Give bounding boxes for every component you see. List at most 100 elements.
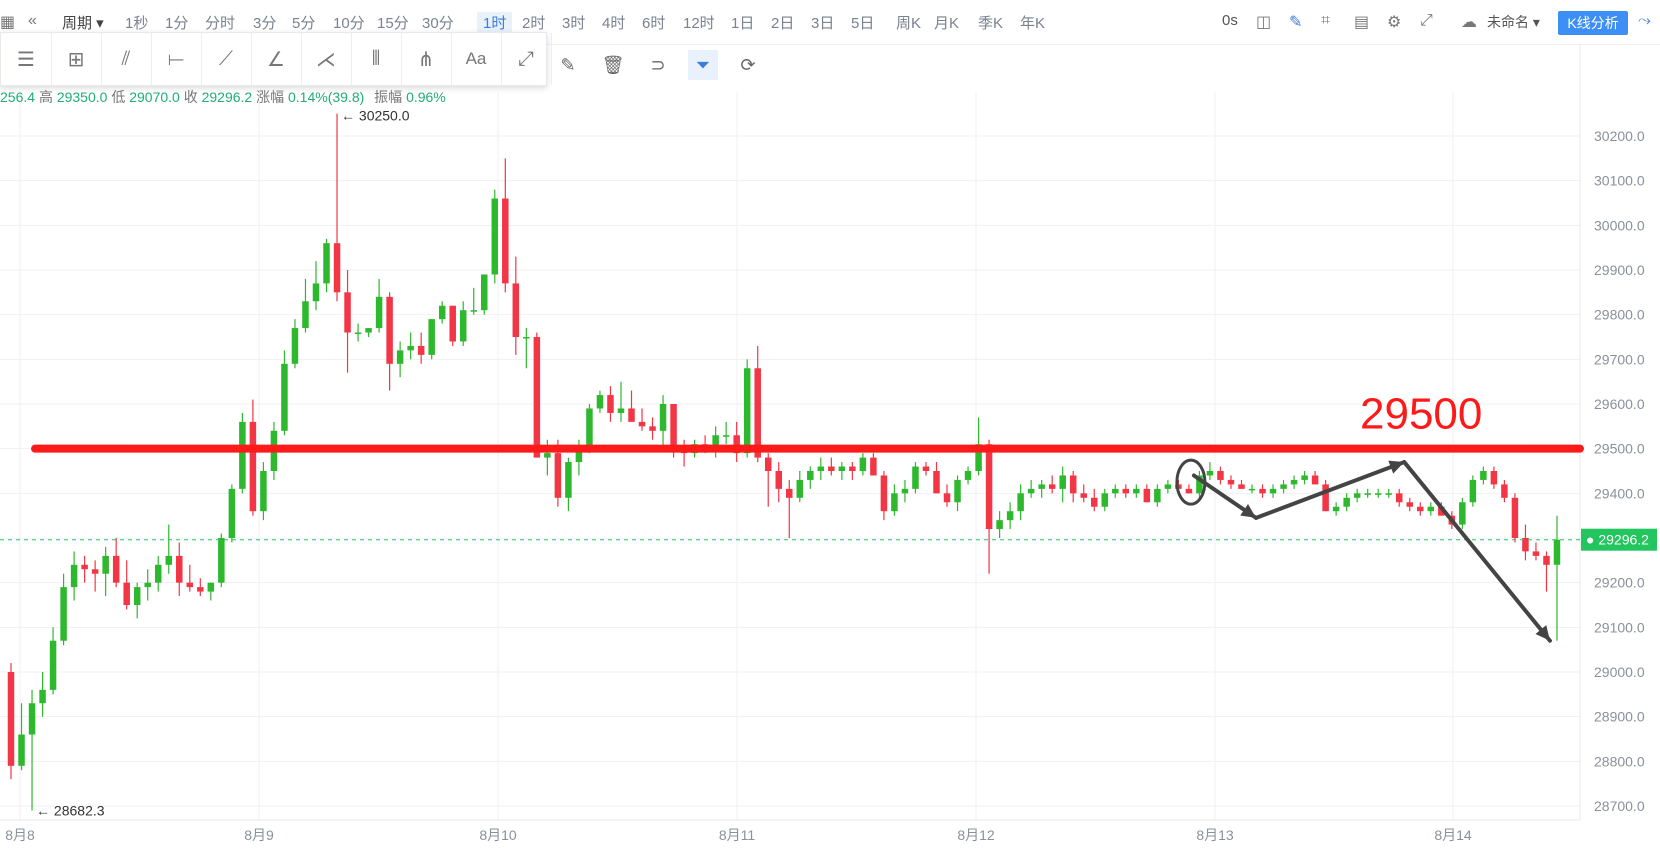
candle bbox=[144, 569, 151, 601]
candle bbox=[417, 332, 425, 364]
y-tick-label: 29600.0 bbox=[1594, 396, 1645, 412]
candle bbox=[985, 439, 993, 574]
candle bbox=[1353, 488, 1361, 503]
period-label: 周期 bbox=[62, 15, 93, 32]
up-arrow-head bbox=[1388, 460, 1405, 474]
timeframe-3日[interactable]: 3日 bbox=[811, 15, 835, 32]
candle bbox=[565, 457, 572, 512]
timeframe-2日[interactable]: 2日 bbox=[771, 15, 795, 32]
candle bbox=[996, 511, 1003, 538]
candle bbox=[1101, 488, 1109, 512]
candle bbox=[312, 261, 320, 311]
timeframe-15分[interactable]: 15分 bbox=[377, 15, 409, 32]
delete-icon[interactable]: 🗑 bbox=[601, 54, 625, 75]
candle bbox=[470, 287, 477, 315]
candle bbox=[786, 479, 793, 538]
candle bbox=[1143, 484, 1151, 503]
timeframe-1时[interactable]: 1时 bbox=[477, 12, 513, 33]
candle bbox=[1374, 488, 1382, 498]
timeframe-12时[interactable]: 12时 bbox=[683, 15, 715, 32]
candle bbox=[964, 466, 972, 485]
crop-icon[interactable]: ⌗ bbox=[1321, 12, 1331, 29]
candle bbox=[1048, 475, 1056, 494]
candle bbox=[1343, 493, 1350, 512]
timeframe-1秒[interactable]: 1秒 bbox=[125, 15, 149, 32]
edit-note-icon[interactable]: ✎ bbox=[560, 54, 576, 75]
measure-box-icon[interactable]: ⊞ bbox=[51, 33, 102, 85]
timeframe-3分[interactable]: 3分 bbox=[253, 15, 277, 32]
candle bbox=[680, 439, 688, 467]
sync-icon[interactable]: ⟳ bbox=[740, 54, 756, 75]
settings-icon[interactable]: ⚙ bbox=[1387, 14, 1402, 31]
candle bbox=[1069, 471, 1077, 503]
candle bbox=[954, 475, 961, 512]
camera-icon[interactable]: ◫ bbox=[1256, 14, 1272, 31]
pitchfork-icon[interactable]: ⋔ bbox=[401, 33, 452, 85]
candle bbox=[112, 538, 120, 588]
timeframe-30分[interactable]: 30分 bbox=[422, 15, 454, 32]
y-tick-label: 29400.0 bbox=[1594, 485, 1645, 501]
fibonacci-fan-icon[interactable]: ⋌ bbox=[301, 33, 352, 85]
timeframe-分时[interactable]: 分时 bbox=[205, 15, 236, 32]
timeframe-3时[interactable]: 3时 bbox=[562, 15, 586, 32]
candle bbox=[1395, 488, 1403, 507]
candle bbox=[396, 341, 404, 378]
candle bbox=[186, 564, 194, 592]
candle bbox=[1522, 524, 1529, 561]
layout-name-label: 未命名 bbox=[1487, 14, 1529, 30]
timeframe-4时[interactable]: 4时 bbox=[602, 15, 626, 32]
text-icon[interactable]: Aa bbox=[451, 33, 502, 85]
timeframe-10分[interactable]: 10分 bbox=[333, 15, 365, 32]
change-label: 涨幅 bbox=[256, 89, 285, 105]
filter-icon[interactable]: ⏷ bbox=[688, 50, 718, 80]
candle bbox=[281, 350, 288, 436]
timeframe-1日[interactable]: 1日 bbox=[731, 15, 755, 32]
trend-line-icon[interactable]: ⟋ bbox=[201, 33, 252, 85]
candle bbox=[1038, 479, 1045, 498]
candle bbox=[407, 332, 414, 360]
arrow-line-icon[interactable]: ⤢ bbox=[501, 33, 552, 85]
period-selector[interactable]: 周期 ▾ bbox=[62, 15, 104, 32]
magnet-icon[interactable]: ⊃ bbox=[650, 54, 666, 75]
share-icon[interactable]: ⤳ bbox=[1638, 12, 1651, 29]
candle bbox=[449, 305, 456, 346]
candle bbox=[1112, 484, 1119, 498]
pencil-icon[interactable]: ✎ bbox=[1289, 14, 1303, 31]
timeframe-6时[interactable]: 6时 bbox=[642, 15, 666, 32]
timeframe-1分[interactable]: 1分 bbox=[165, 15, 189, 32]
candle bbox=[1238, 479, 1245, 489]
candle bbox=[218, 533, 225, 588]
parallel-channel-icon[interactable]: ⫽ bbox=[101, 33, 152, 85]
lines-icon[interactable]: ☰ bbox=[1, 33, 52, 85]
candle bbox=[1259, 484, 1266, 498]
timeframe-5分[interactable]: 5分 bbox=[292, 15, 316, 32]
high-label: 高 bbox=[38, 89, 53, 105]
horizontal-ray-icon[interactable]: ⟝ bbox=[151, 33, 202, 85]
double-chevron-left-icon[interactable]: « bbox=[28, 12, 37, 29]
kline-analysis-button[interactable]: K线分析 bbox=[1558, 11, 1628, 35]
low-label: 低 bbox=[111, 89, 126, 105]
layout-icon[interactable]: ▤ bbox=[1354, 14, 1370, 31]
candle bbox=[81, 555, 88, 583]
candle bbox=[533, 332, 541, 458]
timeframe-周K[interactable]: 周K bbox=[896, 15, 922, 32]
timeframe-5日[interactable]: 5日 bbox=[851, 15, 875, 32]
layout-name[interactable]: 未命名 ▾ bbox=[1487, 14, 1540, 30]
candle bbox=[1290, 475, 1298, 489]
fan-icon[interactable]: ∠ bbox=[251, 33, 302, 85]
fullscreen-icon[interactable]: ⤢ bbox=[1420, 12, 1433, 29]
candle bbox=[102, 546, 109, 597]
timeframe-月K[interactable]: 月K bbox=[934, 15, 960, 32]
timeframe-季K[interactable]: 季K bbox=[978, 15, 1004, 32]
candle bbox=[344, 270, 351, 373]
candle bbox=[523, 328, 530, 369]
grid-icon[interactable]: ▦ bbox=[0, 14, 16, 31]
vertical-lines-icon[interactable]: ⦀ bbox=[351, 33, 402, 85]
y-tick-label: 30100.0 bbox=[1594, 173, 1645, 189]
timeframe-年K[interactable]: 年K bbox=[1020, 15, 1046, 32]
candle bbox=[302, 278, 309, 333]
x-tick-label: 8月12 bbox=[957, 827, 995, 843]
timeframe-2时[interactable]: 2时 bbox=[522, 15, 546, 32]
candle bbox=[1501, 479, 1508, 503]
